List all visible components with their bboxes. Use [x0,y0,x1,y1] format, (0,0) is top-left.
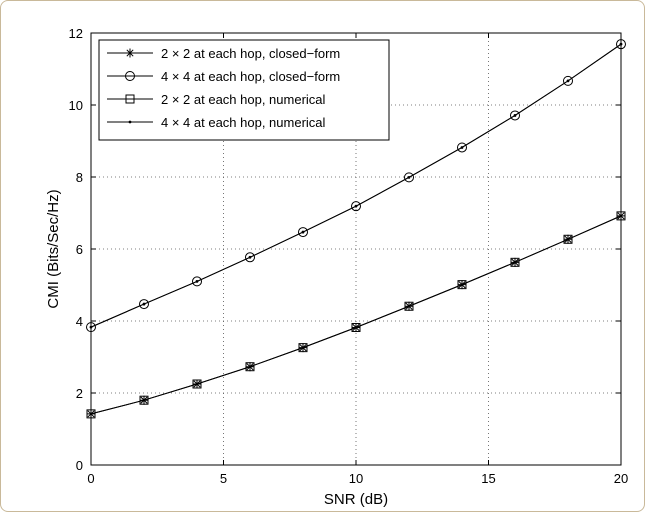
series-2-point [457,142,467,153]
series-3-point [139,395,149,405]
x-tick-label: 10 [349,471,363,486]
y-axis-title: CMI (Bits/Sec/Hz) [45,189,62,308]
series-3-point [563,234,573,244]
series-3-point [245,362,255,372]
series-4-point [301,230,305,234]
series-3-point [192,379,202,389]
series-3-point [351,322,361,332]
series-4 [89,42,623,329]
series-2-point [404,172,414,183]
y-tick-label: 0 [76,458,83,473]
series-3-point [457,280,467,290]
series-4-point [407,175,411,179]
series-4-point [460,146,464,149]
series-3-point [298,343,308,353]
series-2-point [298,227,308,238]
axis-ticks: 0 5 10 15 20 0 2 4 6 8 10 12 [69,26,629,486]
legend-label: 4 × 4 at each hop, closed−form [161,69,340,84]
series-4-point [248,255,252,259]
series-4-point [195,280,199,283]
legend-marker [128,120,132,124]
legend-label: 2 × 2 at each hop, numerical [161,92,326,107]
series-3-point [510,257,520,267]
x-tick-label: 5 [220,471,227,486]
series-3 [86,211,626,419]
series-2-point [510,110,520,121]
legend-marker [125,71,135,81]
legend-label: 2 × 2 at each hop, closed−form [161,46,340,61]
y-tick-label: 2 [76,386,83,401]
series-2-point [139,299,149,310]
series-4-point [513,114,517,117]
y-tick-label: 12 [69,26,83,41]
y-tick-label: 4 [76,314,83,329]
y-tick-label: 8 [76,170,83,185]
y-tick-label: 6 [76,242,83,257]
series-2-point [192,276,202,287]
x-tick-label: 0 [87,471,94,486]
series-2-point [351,201,361,212]
series-4-point [142,302,146,306]
series-2-point [245,252,255,263]
x-tick-label: 20 [614,471,628,486]
y-tick-label: 10 [69,98,83,113]
legend-box [98,39,390,141]
legend-label: 4 × 4 at each hop, numerical [161,115,326,130]
legend-marker [125,48,135,58]
x-tick-label: 15 [481,471,495,486]
x-axis-title: SNR (dB) [324,491,388,508]
legend: 2 × 2 at each hop, closed−form 4 × 4 at e… [98,39,390,141]
series-3-point [404,301,414,311]
legend-marker [125,94,135,104]
series-lines [86,39,626,419]
series-3-line [90,215,622,415]
series-2-point [563,75,573,86]
series-4-point [354,204,358,208]
series-4-point [566,79,570,83]
series-1 [86,211,626,419]
